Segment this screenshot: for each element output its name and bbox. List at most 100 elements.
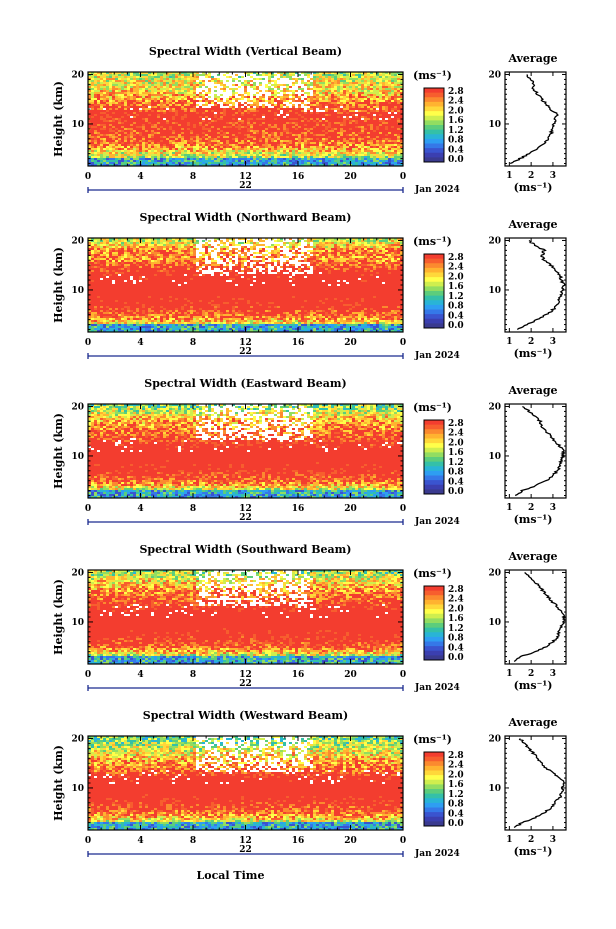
colorbar-tick-label: 1.6 <box>448 116 464 126</box>
colorbar-swatch <box>424 106 444 112</box>
x-tick-label: 4 <box>137 504 143 514</box>
heatmap <box>88 72 403 166</box>
average-frame <box>504 237 567 333</box>
colorbar-tick-label: 2.4 <box>448 97 464 107</box>
x-tick-label: 8 <box>190 338 196 348</box>
colorbar-swatch <box>424 263 444 269</box>
x-tick-label: 12 <box>239 670 252 680</box>
average-profile-line <box>513 738 566 829</box>
colorbar-swatch <box>424 484 444 490</box>
x-tick-label: 20 <box>344 504 357 514</box>
colorbar-swatch <box>424 143 444 149</box>
day-label: 22 <box>239 679 252 689</box>
colorbar-tick-label: 2.8 <box>448 751 464 761</box>
date-label: Jan 2024 <box>414 849 460 859</box>
colorbar-swatch <box>424 765 444 771</box>
colorbar-tick-label: 1.2 <box>448 790 464 800</box>
avg-x-tick-label: 1 <box>506 835 512 845</box>
y-axis-label: Height (km) <box>52 413 65 489</box>
colorbar-swatch <box>424 115 444 121</box>
colorbar-tick-label: 2.0 <box>448 604 464 614</box>
avg-x-tick-label: 3 <box>550 503 556 513</box>
y-tick-label: 10 <box>71 286 84 296</box>
avg-y-tick-label: 10 <box>488 286 501 296</box>
panel-title: Spectral Width (Southward Beam) <box>139 543 351 556</box>
colorbar-frame <box>423 87 445 163</box>
avg-x-tick-label: 1 <box>506 171 512 181</box>
colorbar-swatch <box>424 138 444 144</box>
colorbar-swatch <box>424 97 444 103</box>
colorbar-unit-label: (ms⁻¹) <box>413 733 452 746</box>
colorbar-tick-label: 2.4 <box>448 263 464 273</box>
avg-y-tick-label: 20 <box>488 70 501 80</box>
day-label: 22 <box>239 181 252 191</box>
colorbar-swatch <box>424 433 444 439</box>
x-tick-label: 16 <box>292 504 305 514</box>
colorbar-frame <box>423 751 445 827</box>
colorbar-swatch <box>424 655 444 661</box>
heatmap <box>88 736 403 830</box>
colorbar-tick-label: 2.0 <box>448 770 464 780</box>
y-tick-label: 20 <box>71 402 84 412</box>
panel-title: Spectral Width (Northward Beam) <box>140 211 352 224</box>
x-tick-label: 8 <box>190 172 196 182</box>
colorbar-swatch <box>424 272 444 278</box>
x-tick-label: 0 <box>400 338 406 348</box>
y-tick-label: 20 <box>71 734 84 744</box>
x-tick-label: 4 <box>137 338 143 348</box>
panel-2: Spectral Width (Northward Beam)(ms⁻¹)102… <box>52 211 567 361</box>
average-profile-line <box>513 572 567 663</box>
colorbar-swatch <box>424 111 444 117</box>
average-frame <box>504 569 567 665</box>
colorbar-tick-label: 2.8 <box>448 585 464 595</box>
x-tick-label: 20 <box>344 836 357 846</box>
avg-y-tick-label: 10 <box>488 452 501 462</box>
avg-x-label: (ms⁻¹) <box>514 181 553 194</box>
average-profile-line <box>514 405 567 497</box>
x-tick-label: 0 <box>85 670 91 680</box>
colorbar-swatch <box>424 599 444 605</box>
colorbar-tick-label: 0.0 <box>448 155 464 165</box>
heatmap <box>88 570 403 664</box>
x-tick-label: 20 <box>344 172 357 182</box>
y-axis-label: Height (km) <box>52 81 65 157</box>
colorbar-tick-label: 0.4 <box>448 643 464 653</box>
colorbar-swatch <box>424 821 444 827</box>
x-tick-label: 20 <box>344 338 357 348</box>
colorbar-swatch <box>424 461 444 467</box>
colorbar-tick-label: 1.2 <box>448 458 464 468</box>
y-axis-label: Height (km) <box>52 579 65 655</box>
colorbar-swatch <box>424 101 444 107</box>
average-title: Average <box>507 384 557 397</box>
average-title: Average <box>507 550 557 563</box>
colorbar-swatch <box>424 429 444 435</box>
x-tick-label: 0 <box>85 836 91 846</box>
colorbar-tick-label: 0.8 <box>448 302 464 312</box>
colorbar-tick-label: 0.8 <box>448 800 464 810</box>
date-label: Jan 2024 <box>414 185 460 195</box>
colorbar-tick-label: 2.4 <box>448 429 464 439</box>
colorbar-swatch <box>424 475 444 481</box>
colorbar-frame <box>423 419 445 495</box>
colorbar-swatch <box>424 457 444 463</box>
colorbar-swatch <box>424 318 444 324</box>
x-tick-label: 8 <box>190 670 196 680</box>
y-tick-label: 20 <box>71 236 84 246</box>
colorbar-swatch <box>424 466 444 472</box>
avg-x-tick-label: 2 <box>528 835 534 845</box>
avg-x-label: (ms⁻¹) <box>514 845 553 858</box>
x-tick-label: 4 <box>137 836 143 846</box>
colorbar-swatch <box>424 281 444 287</box>
y-tick-label: 10 <box>71 784 84 794</box>
colorbar-swatch <box>424 452 444 458</box>
x-tick-label: 20 <box>344 670 357 680</box>
colorbar-swatch <box>424 291 444 297</box>
heatmap <box>88 238 403 332</box>
x-tick-label: 0 <box>400 836 406 846</box>
avg-x-tick-label: 2 <box>528 503 534 513</box>
x-tick-label: 0 <box>400 504 406 514</box>
avg-y-tick-label: 20 <box>488 734 501 744</box>
x-tick-label: 12 <box>239 836 252 846</box>
x-tick-label: 12 <box>239 338 252 348</box>
panel-5: Spectral Width (Westward Beam)(ms⁻¹)1020… <box>52 709 567 859</box>
